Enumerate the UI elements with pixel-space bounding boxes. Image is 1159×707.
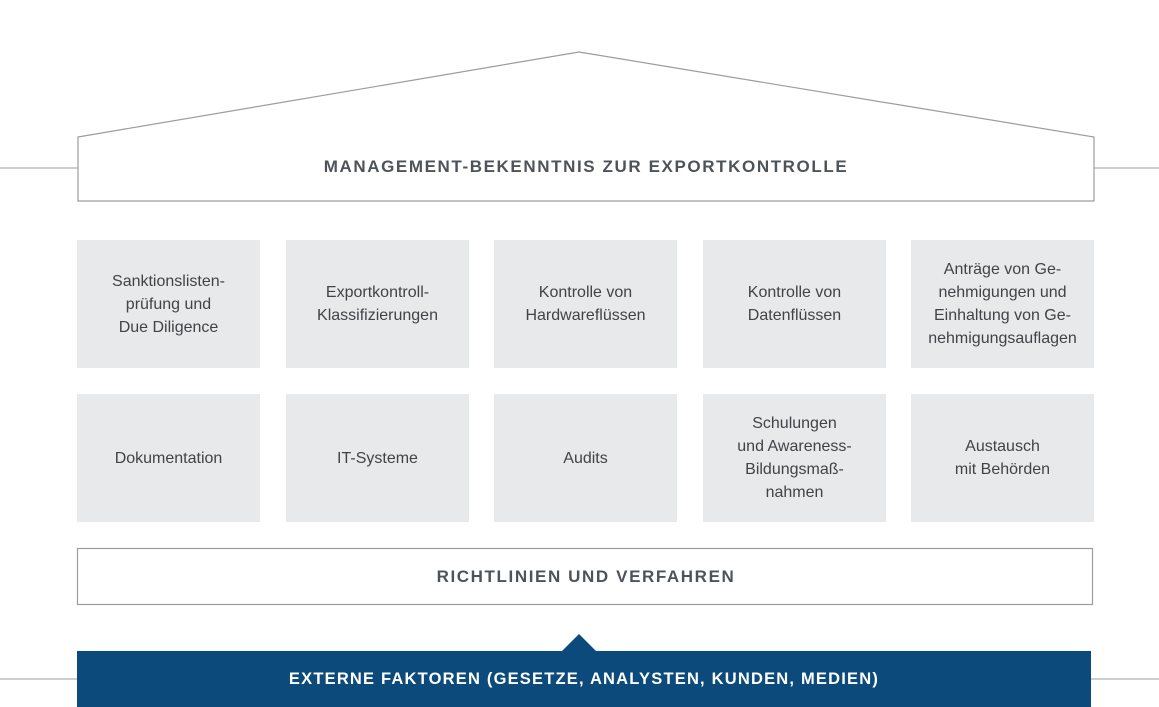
external-factors-title: EXTERNE FAKTOREN (GESETZE, ANALYSTEN, KU… (288, 669, 880, 688)
pillar-tile: Schulungen und Awareness- Bildungsmaß-nahm… (703, 394, 886, 522)
pillar-text-line: prüfung und (125, 295, 212, 313)
pillar-text-line: Audits (563, 449, 608, 467)
pillar-text-line: Kontrolle von (747, 284, 842, 301)
pillar-text-line: Anträge von Ge- (943, 261, 1062, 278)
pillar-text-line: und Awareness- (737, 438, 852, 455)
pillar-tile: Anträge von Ge-nehmigungen und Einhaltung… (911, 240, 1094, 368)
pillar-text-line: mit Behörden (954, 461, 1051, 478)
pillar-text-line: IT-Systeme (337, 449, 418, 467)
pillar-text-line: Kontrolle von (538, 284, 633, 301)
pillar-tile: Audits (494, 394, 677, 522)
pillar-tile: Exportkontroll- Klassifizierungen (286, 240, 469, 368)
pillar-text-line: Hardwareflüssen (525, 307, 646, 324)
pillar-text-line: Datenflüssen (747, 307, 842, 324)
arrow-up-icon (561, 634, 597, 652)
pillar-text-line: Sanktionslisten- (112, 272, 225, 290)
pillar-text-line: Einhaltung von Ge- (934, 307, 1071, 324)
pillar-text-line: Exportkontroll- (325, 284, 430, 301)
roof-title: MANAGEMENT-BEKENNTNIS ZUR EXPORTKONTROLL… (323, 157, 849, 176)
pillar-tile: Dokumentation (77, 394, 260, 522)
pillar-tile: Kontrolle von Datenflüssen (703, 240, 886, 368)
pillar-text-line: Schulungen (752, 415, 837, 432)
pillar-tile: Austausch mit Behörden (911, 394, 1094, 522)
pillar-tile: IT-Systeme (286, 394, 469, 522)
pillar-text-line: nehmigungsauflagen (928, 330, 1077, 347)
external-factors-band: EXTERNE FAKTOREN (GESETZE, ANALYSTEN, KU… (77, 651, 1091, 707)
foundation-box (76, 547, 1094, 606)
pillar-text-line: nahmen (765, 484, 824, 501)
pillar-text-line: Bildungsmaß- (745, 461, 844, 478)
roof-outline (77, 51, 1095, 202)
pillar-text-line: Klassifizierungen (317, 307, 438, 324)
pillar-tile: Sanktionslisten-prüfung und Due Diligence (77, 240, 260, 368)
pillar-text-line: Due Diligence (118, 318, 219, 336)
pillar-text-line: Dokumentation (114, 449, 223, 467)
pillar-tile: Kontrolle von Hardwareflüssen (494, 240, 677, 368)
pillar-text-line: Austausch (965, 438, 1040, 455)
pillar-text-line: nehmigungen und (938, 284, 1067, 301)
foundation-title: RICHTLINIEN UND VERFAHREN (436, 567, 736, 586)
